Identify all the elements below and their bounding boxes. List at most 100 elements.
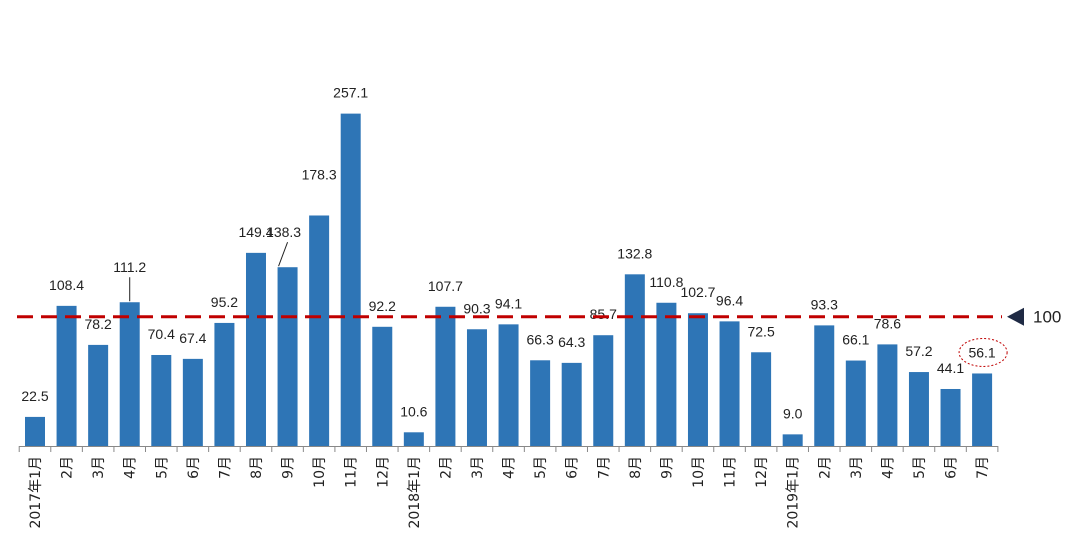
x-tick-label: 7月 [596, 456, 612, 479]
data-label: 95.2 [211, 294, 238, 310]
data-label: 138.3 [266, 224, 301, 240]
data-label: 108.4 [49, 277, 84, 293]
data-label: 257.1 [333, 85, 368, 101]
bar [182, 358, 203, 446]
bar [466, 329, 487, 446]
data-label: 93.3 [811, 296, 838, 312]
bar [372, 326, 393, 446]
bar [119, 302, 140, 446]
label-leader-line [278, 242, 289, 267]
data-label: 107.7 [428, 278, 463, 294]
bar [908, 372, 929, 446]
x-tick-label: 8月 [249, 456, 265, 479]
bar [561, 362, 582, 446]
x-tick-label: 11月 [344, 456, 360, 488]
data-label: 78.2 [85, 316, 112, 332]
data-label: 72.5 [747, 323, 774, 339]
bar [940, 388, 961, 446]
bar [593, 335, 614, 446]
data-label: 96.4 [716, 292, 743, 308]
x-tick-label: 5月 [533, 456, 549, 479]
data-label: 66.1 [842, 332, 869, 348]
bar [435, 306, 456, 446]
bar [498, 324, 519, 446]
bar [309, 215, 330, 446]
data-label: 57.2 [905, 343, 932, 359]
bar [25, 416, 45, 446]
data-label: 102.7 [680, 284, 715, 300]
x-tick-label: 6月 [944, 456, 960, 479]
data-label: 178.3 [302, 166, 337, 182]
highlight-ellipse [958, 337, 1008, 367]
data-label: 90.3 [463, 300, 490, 316]
x-tick-label: 7月 [217, 456, 233, 479]
data-label: 64.3 [558, 334, 585, 350]
data-label: 78.6 [874, 315, 901, 331]
bar [403, 432, 424, 446]
data-label: 67.4 [179, 330, 206, 346]
value-labels: 22.5 108.4 78.2 111.2 70.4 67.4 95.2 149.4138.3… [21, 85, 996, 422]
bar [245, 252, 266, 446]
data-label: 70.4 [148, 326, 175, 342]
bar [56, 305, 77, 446]
data-label: 10.6 [400, 403, 427, 419]
x-tick-label: 2017年1月 [28, 456, 44, 529]
x-axis-ticks [18, 446, 999, 452]
reference-line-label: 100 [1033, 308, 1061, 327]
data-label: 66.3 [526, 331, 553, 347]
data-label: 22.5 [21, 388, 48, 404]
x-axis-tick-labels: 2017年1月 2月 3月 4月 5月 6月 7月 8月 9月 10月 11月 12月 2018年1月 2… [28, 456, 991, 529]
bar [151, 354, 172, 446]
bar [751, 352, 772, 446]
bar [277, 267, 298, 446]
bars [25, 113, 993, 447]
x-tick-label: 12月 [754, 456, 770, 488]
bar [814, 325, 835, 446]
data-label: 56.1 [968, 344, 995, 360]
x-tick-label: 2018年1月 [407, 456, 423, 529]
x-tick-label: 3月 [91, 456, 107, 479]
x-tick-label: 10月 [312, 456, 328, 488]
data-label: 111.2 [113, 259, 146, 275]
data-label: 92.2 [369, 298, 396, 314]
x-tick-label: 11月 [723, 456, 739, 488]
x-tick-label: 3月 [849, 456, 865, 479]
x-tick-label: 2月 [817, 456, 833, 479]
x-tick-label: 5月 [912, 456, 928, 479]
bar [782, 434, 803, 446]
bar [687, 313, 708, 446]
x-tick-label: 9月 [659, 456, 675, 479]
x-tick-label: 8月 [628, 456, 644, 479]
x-tick-label: 6月 [565, 456, 581, 479]
bar [624, 274, 645, 446]
data-label: 149.4 [238, 224, 273, 240]
data-label: 110.8 [649, 274, 683, 290]
bar [972, 373, 993, 446]
data-label: 44.1 [937, 360, 964, 376]
x-tick-label: 4月 [123, 456, 139, 479]
x-tick-label: 7月 [975, 456, 991, 479]
bar [845, 360, 866, 446]
data-label: 85.7 [590, 306, 617, 322]
x-tick-label: 9月 [281, 456, 297, 479]
bar [656, 302, 677, 446]
x-tick-label: 2月 [438, 456, 454, 479]
data-label: 132.8 [617, 245, 652, 261]
bar [88, 344, 109, 446]
x-tick-label: 3月 [470, 456, 486, 479]
x-tick-label: 2019年1月 [786, 456, 802, 529]
x-tick-label: 10月 [691, 456, 707, 488]
bar [877, 344, 898, 446]
x-tick-label: 5月 [154, 456, 170, 479]
x-tick-label: 4月 [502, 456, 518, 479]
bar [340, 113, 361, 447]
data-label: 9.0 [783, 405, 803, 421]
bar [719, 321, 740, 446]
x-tick-label: 12月 [375, 456, 391, 488]
bar [214, 322, 235, 446]
data-label: 94.1 [495, 295, 522, 311]
x-tick-label: 4月 [880, 456, 896, 479]
x-tick-label: 2月 [60, 456, 76, 479]
x-tick-label: 6月 [186, 456, 202, 479]
